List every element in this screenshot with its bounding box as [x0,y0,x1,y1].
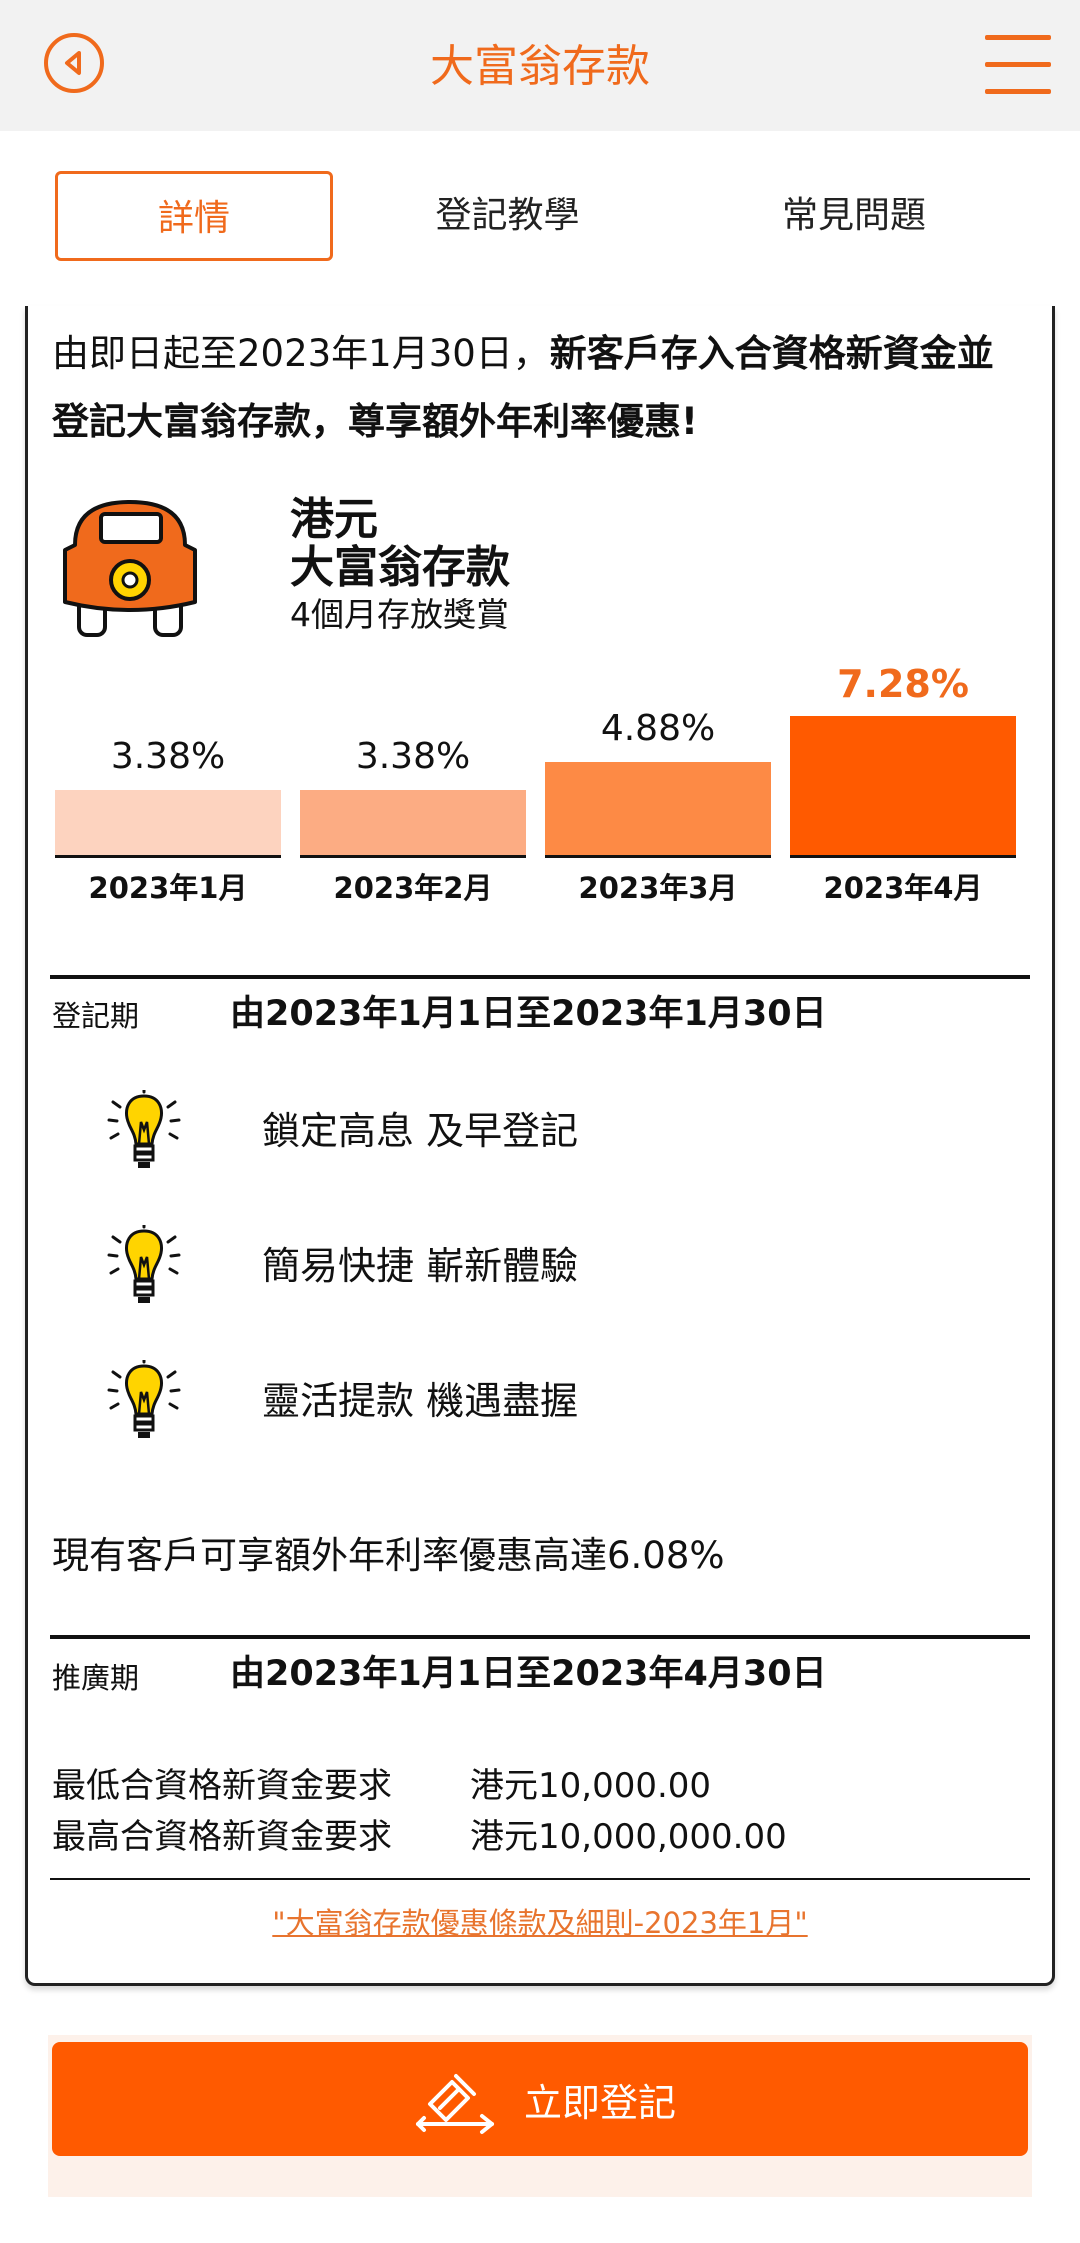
chart-category-label: 2023年2月 [333,871,493,905]
lightbulb-icon [107,1360,181,1438]
terms-link[interactable]: "大富翁存款優惠條款及細則-2023年1月" [272,1906,808,1940]
back-arrow-circle-icon [65,51,81,75]
lightbulb-icon [107,1090,181,1168]
hamburger-menu-icon [985,35,1051,40]
tab-registration-guide[interactable]: 登記教學 [435,195,580,236]
product-name: 大富翁存款 [290,542,510,593]
product-subtitle: 4個月存放獎賞 [290,595,509,634]
feature-text: 簡易快捷 嶄新體驗 [262,1244,579,1288]
chart-value-label: 4.88% [600,708,716,749]
max-requirement-label: 最高合資格新資金要求 [52,1817,392,1857]
chart-value-label: 3.38% [110,736,226,777]
back-button[interactable] [44,33,104,93]
chart-value-label: 7.28% [837,662,969,706]
chart-category-label: 2023年3月 [578,871,738,905]
tab-details[interactable]: 詳情 [55,171,333,261]
promotion-label: 推廣期 [52,1661,140,1695]
product-currency: 港元 [290,494,378,545]
chart-bar [790,716,1016,855]
page-title: 大富翁存款 [430,41,650,92]
feature-text: 靈活提款 機遇盡握 [262,1379,579,1423]
chart-category-label: 2023年4月 [823,871,983,905]
promotion-period: 由2023年1月1日至2023年4月30日 [230,1654,827,1694]
min-requirement-label: 最低合資格新資金要求 [52,1766,392,1806]
min-requirement-value: 港元10,000.00 [470,1766,712,1806]
promo-intro-bold: 新客戶存入合資格新資金並登記大富翁存款，尊享額外年利率優惠! [52,332,994,443]
menu-line [985,89,1051,94]
chart-bar [545,762,771,855]
chart-baseline [545,855,771,858]
registration-label: 登記期 [52,999,140,1033]
existing-customer-offer: 現有客戶可享額外年利率優惠高達6.08% [52,1534,725,1577]
promo-intro: 由即日起至2023年1月30日，新客戶存入合資格新資金並登記大富翁存款，尊享額外… [52,320,1027,456]
chart-category-label: 2023年1月 [88,871,248,905]
section-divider [50,1878,1030,1880]
chart-baseline [55,855,281,858]
register-button-label: 立即登記 [524,2081,677,2125]
max-requirement-value: 港元10,000,000.00 [470,1817,787,1857]
tab-faq[interactable]: 常見問題 [781,195,926,236]
chart-baseline [790,855,1016,858]
menu-line [985,62,1051,67]
tab-bar: 詳情 登記教學 常見問題 [0,131,1080,306]
car-icon [63,500,197,637]
section-divider [50,1635,1030,1639]
register-arrow-icon [416,2074,494,2134]
menu-button[interactable] [985,35,1051,97]
section-divider [50,975,1030,979]
chart-baseline [300,855,526,858]
chart-bar [55,790,281,855]
top-app-bar: 大富翁存款 [0,0,1080,131]
chart-bar [300,790,526,855]
chart-value-label: 3.38% [355,736,471,777]
registration-period: 由2023年1月1日至2023年1月30日 [230,994,827,1034]
lightbulb-icon [107,1225,181,1303]
feature-text: 鎖定高息 及早登記 [262,1109,579,1153]
promo-intro-normal: 由即日起至2023年1月30日， [52,332,550,375]
register-now-button[interactable]: 立即登記 [52,2042,1028,2156]
